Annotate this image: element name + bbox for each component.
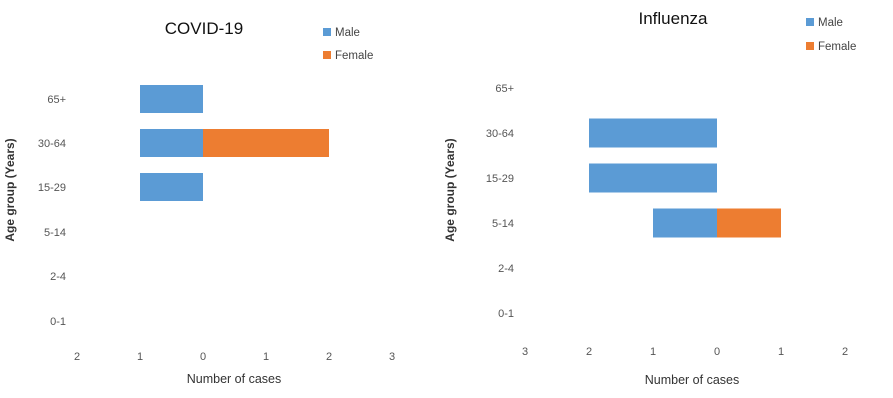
category-label: 65+ (495, 83, 514, 95)
x-tick-label: 2 (326, 351, 332, 363)
x-tick-label: 2 (586, 346, 592, 358)
covid-bars (140, 85, 329, 201)
influenza-legend-female-label: Female (818, 41, 856, 53)
bar-male-5-14 (653, 208, 717, 238)
category-label: 15-29 (38, 182, 66, 194)
category-label: 30-64 (38, 138, 66, 150)
category-label: 5-14 (492, 218, 514, 230)
influenza-chart: Influenza Male Female Age group (Years) … (443, 9, 856, 387)
x-tick-label: 1 (137, 351, 143, 363)
bar-male-30-64 (589, 118, 717, 148)
x-tick-label: 3 (389, 351, 395, 363)
covid-title: COVID-19 (165, 19, 243, 38)
category-label: 30-64 (486, 128, 514, 140)
covid-category-labels: 0-1 2-4 5-14 15-29 30-64 65+ (38, 94, 66, 328)
x-tick-label: 3 (522, 346, 528, 358)
x-tick-label: 0 (200, 351, 206, 363)
category-label: 0-1 (50, 316, 66, 328)
influenza-bars (589, 118, 781, 238)
x-tick-label: 2 (74, 351, 80, 363)
bar-male-15-29 (589, 163, 717, 193)
x-tick-label: 1 (778, 346, 784, 358)
bar-male-65+ (140, 85, 203, 113)
influenza-category-labels: 0-1 2-4 5-14 15-29 30-64 65+ (486, 83, 514, 320)
influenza-x-axis-title: Number of cases (645, 373, 739, 387)
bar-female-30-64 (203, 129, 329, 157)
covid-chart: COVID-19 Male Female Age group (Years) N… (3, 19, 395, 386)
bar-male-30-64 (140, 129, 203, 157)
category-label: 5-14 (44, 227, 66, 239)
covid-x-tick-labels: 2 1 0 1 2 3 (74, 351, 395, 363)
category-label: 2-4 (50, 271, 66, 283)
bar-female-5-14 (717, 208, 781, 238)
bar-male-15-29 (140, 173, 203, 201)
influenza-legend-female-swatch (806, 42, 814, 50)
covid-legend-male-swatch (323, 28, 331, 36)
category-label: 2-4 (498, 263, 514, 275)
category-label: 65+ (47, 94, 66, 106)
covid-x-axis-title: Number of cases (187, 372, 281, 386)
influenza-legend-male-label: Male (818, 17, 843, 29)
covid-legend-male-label: Male (335, 27, 360, 39)
x-tick-label: 0 (714, 346, 720, 358)
x-tick-label: 1 (650, 346, 656, 358)
influenza-x-tick-labels: 3 2 1 0 1 2 (522, 346, 848, 358)
influenza-title: Influenza (639, 9, 709, 28)
covid-y-axis-title: Age group (Years) (3, 138, 17, 241)
covid-legend-female-swatch (323, 51, 331, 59)
influenza-y-axis-title: Age group (Years) (443, 138, 457, 241)
x-tick-label: 1 (263, 351, 269, 363)
category-label: 15-29 (486, 173, 514, 185)
covid-legend-female-label: Female (335, 50, 373, 62)
influenza-legend-male-swatch (806, 18, 814, 26)
category-label: 0-1 (498, 308, 514, 320)
x-tick-label: 2 (842, 346, 848, 358)
